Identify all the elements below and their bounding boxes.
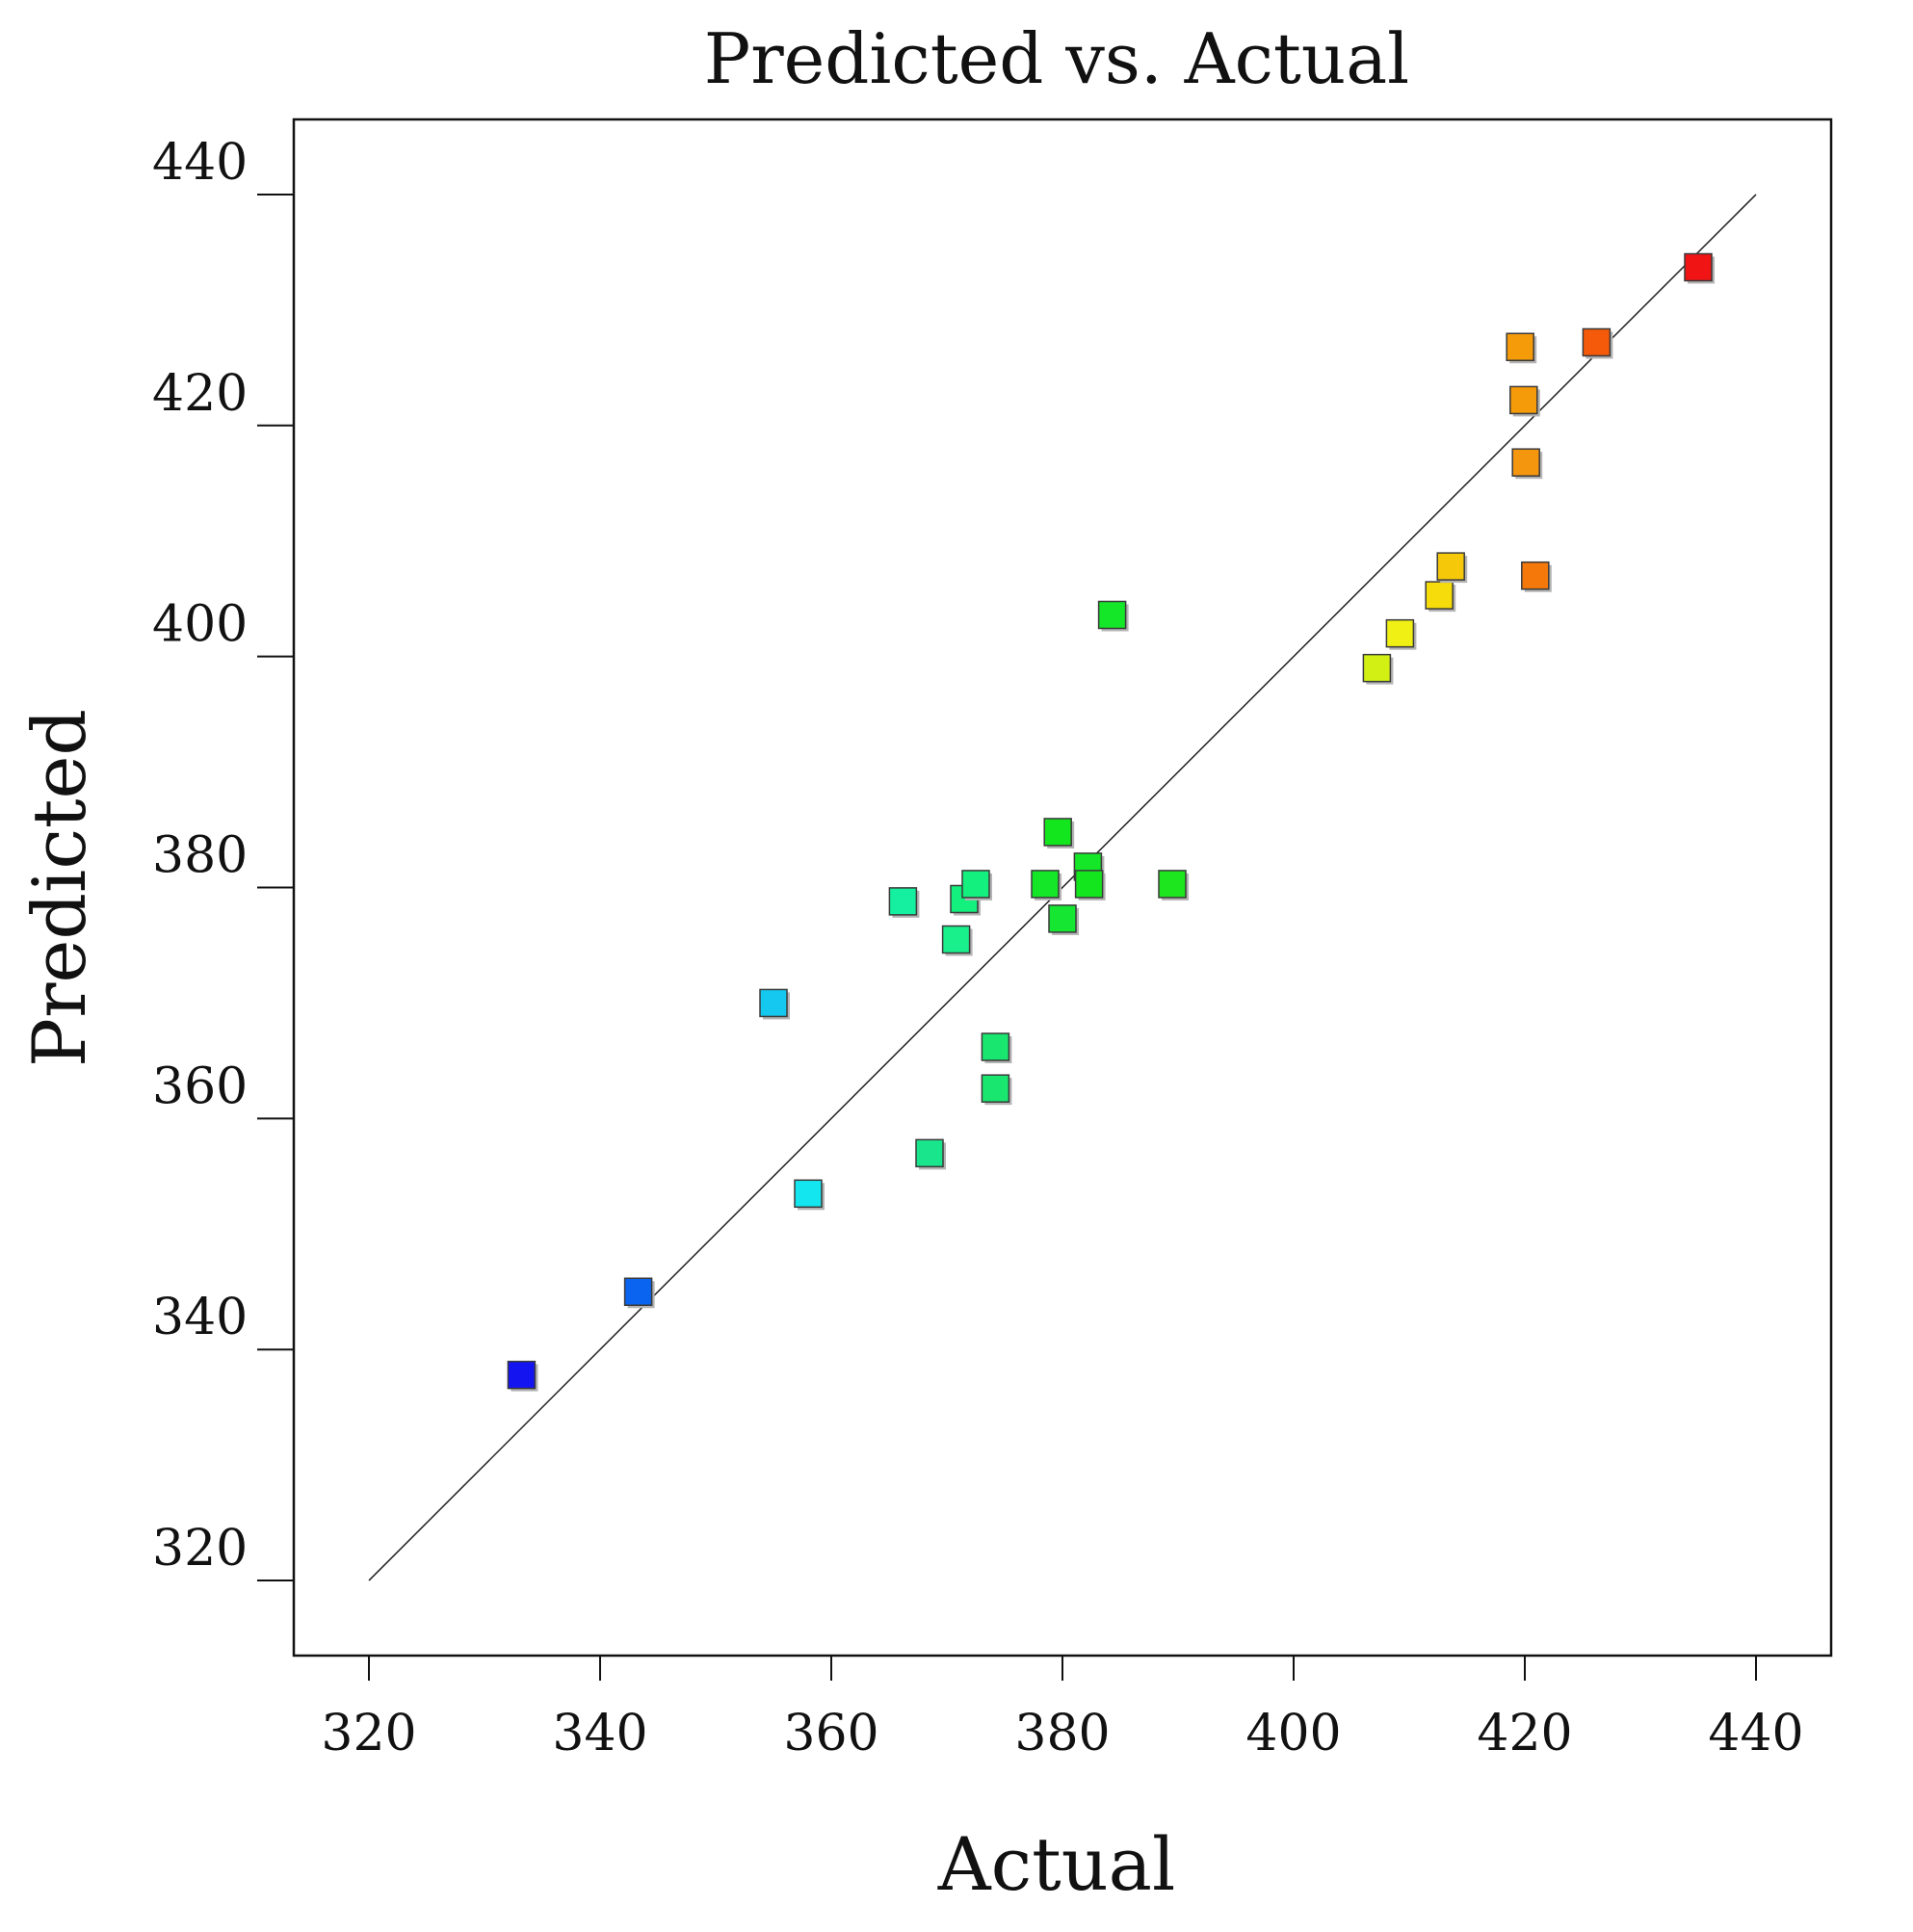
axis-ticks: 320 340 360 380 400 420 440 320 340 360 380 400 420 4… bbox=[152, 134, 1804, 1762]
data-point bbox=[1436, 552, 1465, 581]
data-point bbox=[507, 1360, 537, 1390]
x-tick-label: 380 bbox=[1014, 1705, 1110, 1762]
y-tick-label: 440 bbox=[152, 134, 248, 192]
data-point bbox=[1074, 870, 1104, 899]
data-point bbox=[759, 988, 788, 1018]
x-axis-label: Actual bbox=[937, 1821, 1176, 1907]
y-axis-label: Predicted bbox=[16, 709, 102, 1067]
data-point bbox=[1362, 653, 1392, 683]
y-tick-label: 360 bbox=[152, 1057, 248, 1115]
x-tick-label: 440 bbox=[1708, 1705, 1803, 1762]
x-tick-label: 340 bbox=[552, 1705, 647, 1762]
reference-line bbox=[368, 194, 1757, 1581]
data-point bbox=[1506, 332, 1534, 362]
data-point bbox=[1582, 327, 1612, 357]
data-point bbox=[941, 925, 971, 954]
chart-title: Predicted vs. Actual bbox=[704, 18, 1409, 99]
data-point bbox=[1031, 870, 1060, 899]
data-point bbox=[1097, 600, 1127, 630]
data-point bbox=[1385, 618, 1415, 648]
data-point bbox=[1425, 581, 1454, 610]
data-points bbox=[507, 252, 1715, 1392]
y-tick-label: 320 bbox=[152, 1520, 248, 1578]
data-point bbox=[1521, 561, 1550, 590]
data-point bbox=[1684, 252, 1713, 282]
data-point bbox=[961, 870, 990, 899]
data-point bbox=[888, 887, 918, 916]
y-tick-label: 400 bbox=[152, 596, 248, 654]
data-point bbox=[794, 1179, 823, 1209]
data-point bbox=[981, 1032, 1010, 1061]
x-tick-label: 420 bbox=[1477, 1705, 1572, 1762]
data-point bbox=[1511, 448, 1540, 477]
data-point bbox=[1048, 904, 1077, 933]
y-tick-label: 380 bbox=[152, 827, 248, 885]
data-point bbox=[623, 1277, 653, 1306]
x-tick-label: 400 bbox=[1245, 1705, 1341, 1762]
data-point bbox=[1509, 385, 1538, 415]
x-tick-label: 360 bbox=[783, 1705, 878, 1762]
y-tick-label: 340 bbox=[152, 1289, 248, 1346]
x-tick-label: 320 bbox=[321, 1705, 416, 1762]
data-point bbox=[1158, 870, 1187, 899]
y-tick-label: 420 bbox=[152, 365, 248, 423]
data-point bbox=[981, 1074, 1010, 1103]
data-point bbox=[1043, 818, 1072, 847]
data-point bbox=[915, 1138, 944, 1168]
